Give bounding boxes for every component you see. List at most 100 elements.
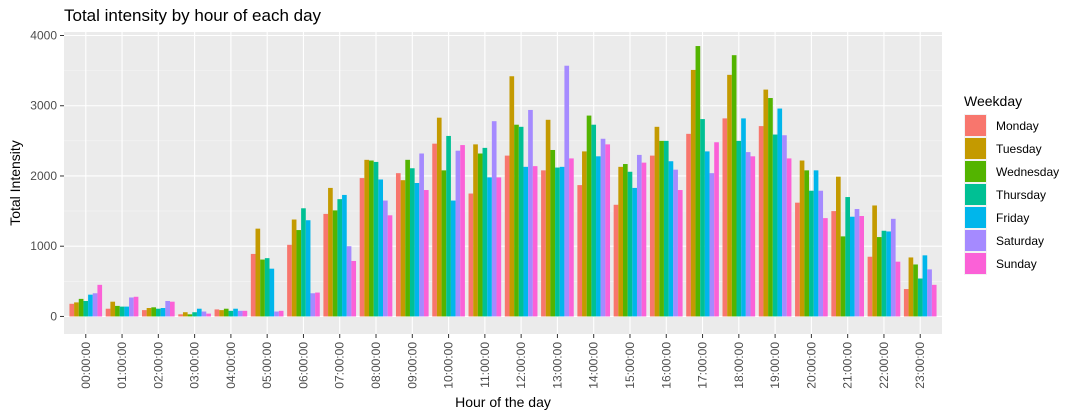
x-tick-label: 13:00:00 — [550, 342, 564, 389]
bar-thursday-02 — [155, 308, 161, 317]
bar-saturday-08 — [383, 200, 388, 317]
bar-sunday-11 — [496, 177, 502, 317]
bar-thursday-12 — [518, 126, 524, 317]
bar-wednesday-23 — [913, 264, 918, 317]
bar-wednesday-21 — [840, 236, 846, 317]
bar-saturday-13 — [564, 65, 570, 317]
y-axis-title: Total Intensity — [7, 140, 23, 226]
bar-sunday-01 — [133, 296, 139, 317]
legend-key-sunday — [965, 253, 986, 274]
bar-tuesday-08 — [364, 159, 370, 317]
bar-saturday-23 — [927, 269, 932, 317]
x-tick-label: 19:00:00 — [768, 342, 782, 389]
legend-key-thursday — [965, 184, 986, 205]
bar-friday-21 — [850, 216, 855, 317]
bar-thursday-20 — [809, 190, 814, 317]
legend-label-thursday: Thursday — [996, 188, 1046, 202]
bar-tuesday-02 — [146, 308, 152, 317]
bar-sunday-02 — [169, 301, 175, 317]
bar-saturday-16 — [673, 169, 678, 317]
bar-saturday-14 — [600, 138, 606, 317]
bar-monday-13 — [541, 170, 546, 317]
bar-friday-07 — [342, 194, 347, 317]
bar-wednesday-02 — [151, 307, 156, 317]
bar-saturday-05 — [274, 311, 279, 317]
bar-wednesday-09 — [405, 159, 410, 317]
y-tick-label: 0 — [50, 309, 57, 323]
bar-tuesday-12 — [509, 76, 515, 317]
bar-tuesday-23 — [908, 257, 914, 317]
bar-monday-01 — [105, 308, 111, 317]
bar-saturday-12 — [528, 109, 533, 317]
bar-thursday-11 — [482, 147, 488, 317]
bar-monday-11 — [468, 193, 474, 317]
bar-tuesday-21 — [836, 176, 841, 317]
bar-friday-08 — [378, 179, 384, 317]
x-axis-title: Hour of the day — [455, 394, 551, 410]
bar-friday-09 — [414, 183, 420, 317]
y-tick-label: 4000 — [30, 29, 57, 43]
bar-saturday-18 — [745, 152, 751, 317]
bar-thursday-22 — [881, 230, 887, 317]
bar-thursday-15 — [627, 171, 633, 317]
bar-friday-22 — [886, 231, 891, 317]
bar-wednesday-08 — [369, 160, 374, 317]
bar-monday-19 — [758, 126, 764, 317]
legend-label-saturday: Saturday — [996, 234, 1044, 248]
bar-friday-04 — [233, 308, 238, 317]
chart-title: Total intensity by hour of each day — [64, 6, 322, 25]
x-tick-label: 10:00:00 — [442, 342, 456, 389]
legend-key-saturday — [965, 230, 986, 251]
bar-thursday-10 — [446, 135, 451, 317]
bar-tuesday-04 — [219, 310, 224, 317]
bar-monday-03 — [178, 314, 183, 317]
bars — [69, 46, 937, 317]
x-tick-label: 05:00:00 — [260, 342, 274, 389]
bar-thursday-23 — [917, 278, 923, 317]
bar-sunday-05 — [278, 310, 284, 317]
bar-thursday-07 — [337, 199, 343, 317]
bar-tuesday-20 — [799, 160, 805, 317]
bar-monday-08 — [359, 178, 365, 317]
bar-wednesday-10 — [441, 170, 447, 317]
bar-sunday-09 — [423, 190, 429, 317]
bar-saturday-11 — [491, 121, 497, 317]
bar-tuesday-06 — [291, 219, 297, 317]
bar-monday-07 — [323, 213, 329, 317]
bar-monday-04 — [214, 309, 220, 317]
bar-tuesday-07 — [328, 187, 333, 317]
bar-thursday-03 — [192, 312, 197, 317]
legend-label-friday: Friday — [996, 211, 1029, 225]
bar-thursday-06 — [301, 208, 306, 317]
bar-sunday-22 — [895, 261, 901, 317]
x-tick-label: 01:00:00 — [115, 342, 129, 389]
x-tick-label: 22:00:00 — [877, 342, 891, 389]
bar-sunday-17 — [714, 142, 719, 317]
bar-saturday-03 — [201, 311, 207, 317]
bar-friday-14 — [596, 156, 601, 317]
x-tick-label: 03:00:00 — [188, 342, 202, 389]
x-tick-label: 11:00:00 — [478, 342, 492, 388]
bar-tuesday-15 — [618, 166, 623, 317]
x-tick-label: 18:00:00 — [732, 342, 746, 389]
bar-thursday-14 — [591, 124, 597, 317]
legend-label-monday: Monday — [996, 119, 1039, 133]
bar-wednesday-07 — [332, 210, 338, 317]
bar-saturday-04 — [237, 310, 243, 317]
bar-tuesday-03 — [182, 312, 188, 317]
bar-friday-17 — [704, 151, 710, 317]
bar-sunday-14 — [605, 144, 611, 317]
bar-monday-14 — [577, 185, 583, 317]
bar-thursday-21 — [845, 197, 851, 317]
bar-wednesday-12 — [514, 124, 519, 317]
bar-monday-17 — [686, 133, 691, 317]
legend-key-wednesday — [965, 161, 986, 182]
bar-friday-23 — [922, 255, 928, 317]
bar-monday-12 — [504, 155, 510, 317]
bar-monday-22 — [867, 256, 873, 317]
bar-tuesday-13 — [545, 119, 551, 317]
bar-saturday-10 — [455, 150, 461, 317]
bar-friday-06 — [305, 220, 311, 317]
bar-friday-19 — [777, 108, 783, 317]
bar-monday-05 — [250, 253, 256, 317]
